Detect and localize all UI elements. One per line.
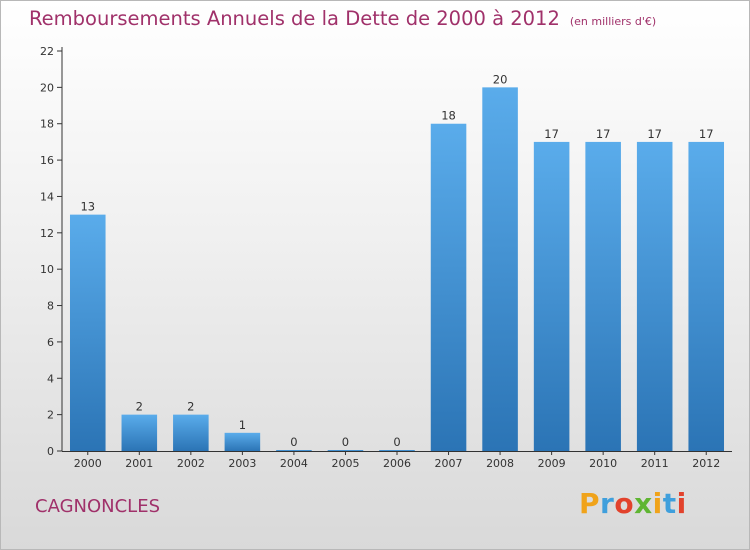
- x-tick-label: 2008: [486, 457, 514, 470]
- data-label: 2: [136, 400, 143, 414]
- bar-2002: [173, 414, 209, 451]
- data-label: 13: [80, 200, 95, 214]
- x-tick-label: 2005: [331, 457, 359, 470]
- x-tick-label: 2004: [280, 457, 308, 470]
- x-tick-label: 2002: [177, 457, 205, 470]
- y-tick-label: 2: [47, 409, 54, 422]
- proxiti-logo: Proxiti: [579, 487, 687, 520]
- data-label: 1: [239, 418, 246, 432]
- bar-2000: [69, 214, 106, 451]
- logo-letter: i: [676, 487, 687, 520]
- commune-name: CAGNONCLES: [35, 496, 161, 517]
- logo-letter: x: [634, 487, 653, 520]
- logo-letter: P: [579, 487, 601, 520]
- data-label: 0: [342, 435, 349, 449]
- x-tick-label: 2001: [125, 457, 153, 470]
- logo-letter: i: [652, 487, 663, 520]
- y-tick-label: 10: [40, 263, 54, 276]
- chart-title-unit: (en milliers d'€): [569, 15, 657, 28]
- x-tick-label: 2010: [589, 457, 617, 470]
- y-tick-label: 18: [40, 118, 54, 131]
- data-label: 18: [441, 109, 456, 123]
- bar-2009: [533, 141, 570, 451]
- y-tick-label: 4: [47, 372, 54, 385]
- y-tick-label: 16: [40, 154, 54, 167]
- chart-title: Remboursements Annuels de la Dette de 20…: [29, 7, 656, 30]
- bars-group: [69, 87, 725, 452]
- x-tick-label: 2012: [692, 457, 720, 470]
- data-label: 17: [699, 127, 714, 141]
- data-label: 17: [647, 127, 662, 141]
- bar-2008: [482, 87, 518, 451]
- bar-2011: [636, 141, 673, 451]
- bar-2010: [585, 141, 621, 451]
- bar-2005: [327, 450, 364, 451]
- x-tick-label: 2007: [435, 457, 463, 470]
- bar-2007: [430, 123, 467, 452]
- y-tick-label: 22: [40, 45, 54, 58]
- data-label: 17: [544, 127, 559, 141]
- y-tick-label: 14: [40, 190, 54, 203]
- x-tick-label: 2009: [538, 457, 566, 470]
- y-tick-label: 12: [40, 227, 54, 240]
- y-tick-label: 6: [47, 336, 54, 349]
- data-label: 0: [290, 435, 297, 449]
- data-label: 20: [493, 72, 508, 86]
- data-label: 2: [187, 400, 194, 414]
- bar-2012: [688, 141, 725, 451]
- x-tick-label: 2000: [74, 457, 102, 470]
- bar-2003: [224, 432, 261, 451]
- data-label: 0: [393, 435, 400, 449]
- x-tick-label: 2006: [383, 457, 411, 470]
- bar-2006: [379, 450, 415, 451]
- labels-group: 13 2 2 1 0 0 0 18 20 17 17 17 17: [80, 72, 713, 449]
- y-tick-label: 20: [40, 81, 54, 94]
- logo-letter: r: [600, 487, 615, 520]
- chart-title-text: Remboursements Annuels de la Dette de 20…: [29, 7, 560, 30]
- data-label: 17: [596, 127, 611, 141]
- logo-letter: o: [614, 487, 635, 520]
- logo-letter: t: [662, 487, 677, 520]
- bar-2004: [276, 450, 312, 451]
- x-tick-label: 2003: [228, 457, 256, 470]
- x-tick-label: 2011: [641, 457, 669, 470]
- y-tick-label: 0: [47, 445, 54, 458]
- y-tick-label: 8: [47, 300, 54, 313]
- bar-2001: [121, 414, 158, 451]
